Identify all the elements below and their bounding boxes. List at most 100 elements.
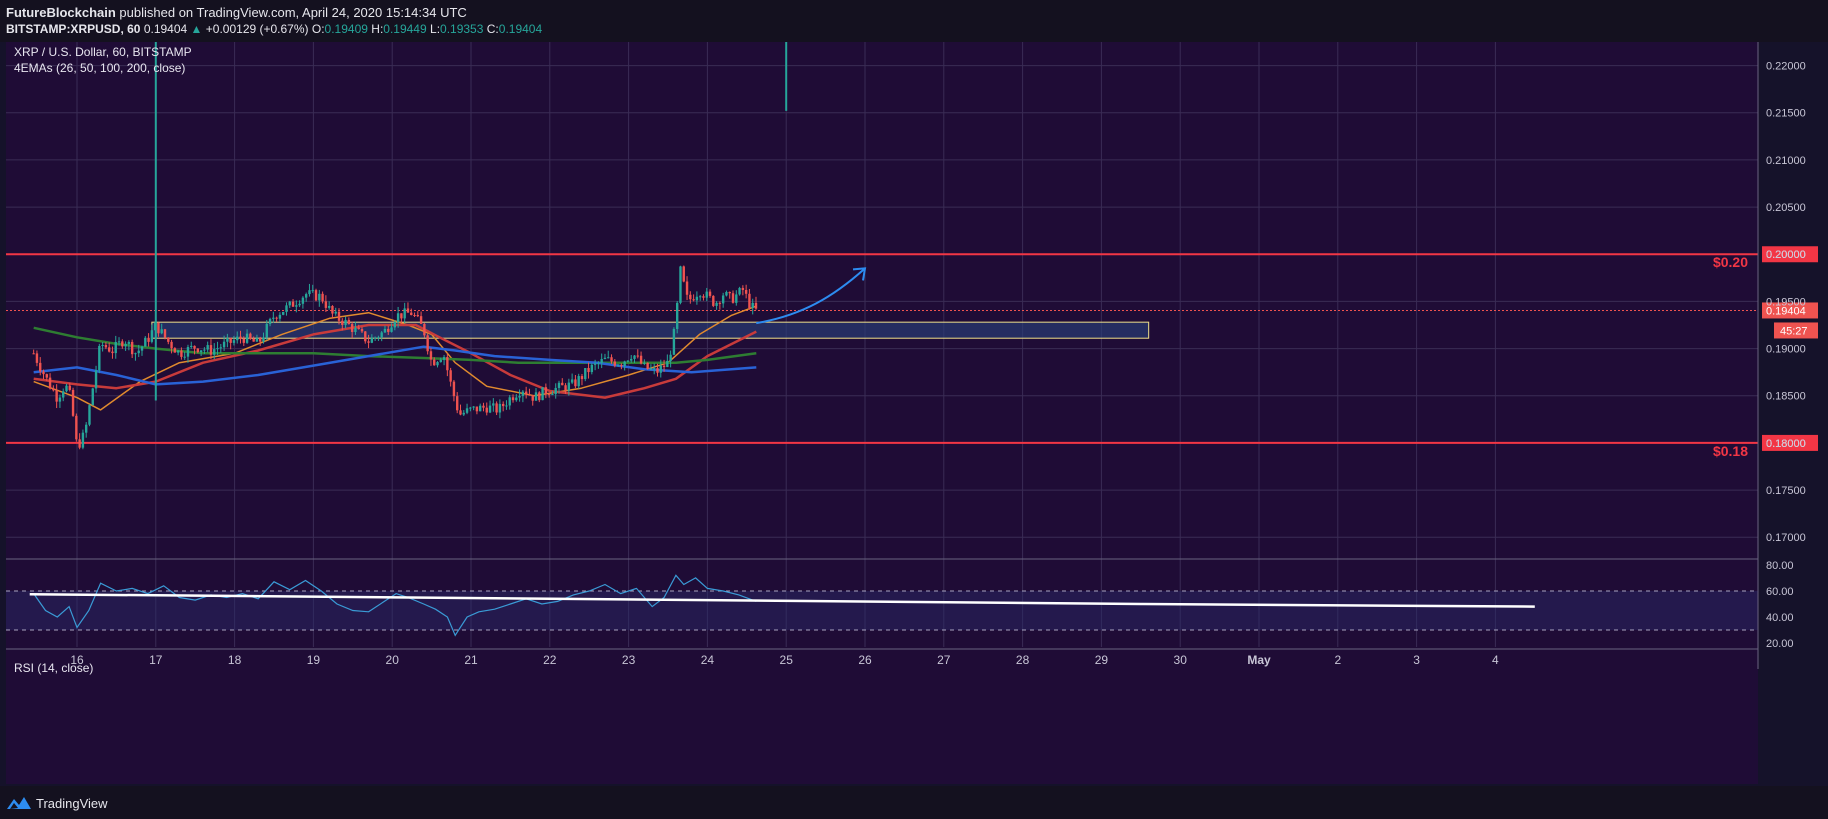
y-tick-label: 0.18500: [1766, 391, 1806, 403]
x-tick-label: 21: [464, 653, 478, 667]
candle-body: [675, 302, 679, 329]
change-arrow-icon: ▲: [190, 22, 203, 36]
candle-body: [410, 312, 413, 316]
candle-body: [738, 287, 741, 295]
candle-body: [653, 368, 656, 370]
candle-body: [501, 403, 505, 407]
candle-body: [744, 289, 748, 294]
candle-body: [541, 387, 544, 401]
candle-body: [62, 391, 65, 398]
chart-background: [6, 42, 1758, 784]
candle-body: [308, 290, 311, 295]
candle-body: [554, 387, 557, 395]
last-price-badge: [1762, 302, 1818, 319]
candle-body: [620, 365, 623, 367]
low-label: L:: [430, 22, 441, 36]
candle-body: [570, 379, 574, 383]
x-tick-label: 19: [307, 653, 321, 667]
author-name[interactable]: FutureBlockchain: [6, 5, 116, 20]
candle-body: [452, 381, 456, 397]
candle-body: [130, 341, 134, 355]
low-value: 0.19353: [440, 22, 484, 36]
candle-body: [288, 301, 291, 306]
y-tick-label: 0.21500: [1766, 108, 1806, 120]
candle-body: [682, 266, 685, 282]
x-tick-label: 23: [622, 653, 636, 667]
x-tick-label: 25: [780, 653, 794, 667]
candle-body: [718, 302, 722, 304]
candle-body: [75, 415, 78, 440]
rsi-tick-label: 80.00: [1766, 560, 1794, 572]
candle-body: [475, 406, 479, 412]
candle-body: [623, 361, 626, 366]
y-tick-label: 0.21000: [1766, 155, 1806, 167]
candle-body: [633, 355, 636, 359]
candle-body: [498, 403, 502, 413]
tradingview-logo[interactable]: TradingView: [6, 795, 108, 811]
candle-body: [406, 308, 410, 313]
rsi-tick-label: 40.00: [1766, 612, 1794, 624]
candle-body: [584, 368, 587, 380]
candle-body: [252, 338, 255, 342]
ema-indicator-label: 4EMAs (26, 50, 100, 200, close): [14, 61, 185, 75]
candle-body: [462, 412, 465, 415]
chart-canvas[interactable]: $0.20 0.20000 $0.18 0.18000 0.19404 45:27 16 1…: [0, 42, 1828, 786]
candle-body: [344, 319, 347, 325]
candle-body: [347, 319, 351, 325]
candle-body: [426, 335, 429, 352]
candle-body: [232, 340, 236, 343]
candle-body: [469, 407, 472, 409]
candle-body: [209, 345, 213, 355]
candle-body: [715, 302, 718, 306]
candle-body: [298, 303, 301, 306]
candle-body: [360, 329, 364, 332]
y-tick-label: 0.20500: [1766, 202, 1806, 214]
candle-body: [400, 313, 403, 319]
candle-body: [245, 333, 249, 343]
candle-body: [561, 382, 564, 386]
published-text: published on TradingView.com, April 24, …: [119, 5, 467, 20]
ema-line-ema100: [33, 326, 757, 364]
candle-body: [659, 365, 662, 373]
candle-body: [459, 410, 462, 415]
high-label: H:: [371, 22, 384, 36]
candle-body: [649, 368, 653, 370]
candle-body: [705, 291, 708, 298]
candle-body: [354, 327, 357, 332]
candle-body: [45, 374, 48, 378]
candle-body: [524, 391, 528, 395]
open-label: O:: [311, 22, 325, 36]
candle-body: [597, 363, 600, 365]
projection-arrowhead: [852, 267, 867, 281]
candle-body: [423, 323, 426, 336]
x-tick-label: 29: [1095, 653, 1109, 667]
candle-body: [613, 361, 617, 366]
candle-body: [557, 382, 561, 388]
candle-body: [249, 333, 252, 339]
candle-body: [350, 324, 354, 332]
candle-body: [616, 365, 620, 367]
candle-body: [551, 394, 554, 396]
axes: 16 17 18 19 20 21 22 23 24 25 26 27 28 29 30 May 2 3 40.17…: [6, 42, 1806, 669]
candle-body: [465, 408, 469, 413]
candle-body: [81, 432, 85, 448]
candle-body: [695, 296, 699, 301]
price-change: +0.00129 (+0.67%): [205, 22, 309, 36]
candle-body: [607, 357, 610, 359]
candle-body: [334, 311, 337, 314]
candle-body: [213, 349, 216, 355]
candle-body: [183, 356, 186, 358]
candle-body: [534, 392, 538, 401]
candle-body: [222, 341, 226, 348]
candle-body: [117, 341, 121, 343]
candle-body: [656, 368, 659, 373]
last-price: 0.19404: [143, 22, 188, 36]
candle-body: [255, 338, 259, 342]
candle-body: [68, 385, 71, 390]
candle-body: [173, 348, 177, 353]
candle-body: [416, 315, 420, 317]
ema-line-ema26: [33, 305, 757, 411]
chart-title: XRP / U.S. Dollar, 60, BITSTAMP: [14, 45, 192, 59]
candle-body: [748, 293, 751, 309]
candle-body: [285, 305, 288, 312]
